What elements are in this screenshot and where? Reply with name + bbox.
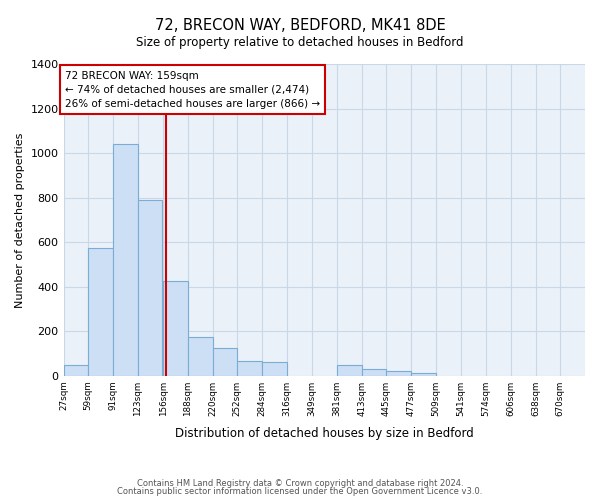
Text: Size of property relative to detached houses in Bedford: Size of property relative to detached ho… <box>136 36 464 49</box>
Bar <box>411 374 436 376</box>
Text: Contains HM Land Registry data © Crown copyright and database right 2024.: Contains HM Land Registry data © Crown c… <box>137 478 463 488</box>
Bar <box>113 144 138 376</box>
Text: 72 BRECON WAY: 159sqm
← 74% of detached houses are smaller (2,474)
26% of semi-d: 72 BRECON WAY: 159sqm ← 74% of detached … <box>65 70 320 108</box>
Bar <box>386 371 411 376</box>
Bar <box>337 364 362 376</box>
Bar <box>64 364 88 376</box>
Bar <box>88 248 113 376</box>
Text: 72, BRECON WAY, BEDFORD, MK41 8DE: 72, BRECON WAY, BEDFORD, MK41 8DE <box>155 18 445 32</box>
X-axis label: Distribution of detached houses by size in Bedford: Distribution of detached houses by size … <box>175 427 473 440</box>
Bar <box>238 361 262 376</box>
Bar <box>163 281 188 376</box>
Bar <box>362 369 386 376</box>
Bar <box>138 200 163 376</box>
Y-axis label: Number of detached properties: Number of detached properties <box>15 132 25 308</box>
Text: Contains public sector information licensed under the Open Government Licence v3: Contains public sector information licen… <box>118 487 482 496</box>
Bar <box>262 362 287 376</box>
Bar <box>188 336 212 376</box>
Bar <box>212 348 238 376</box>
